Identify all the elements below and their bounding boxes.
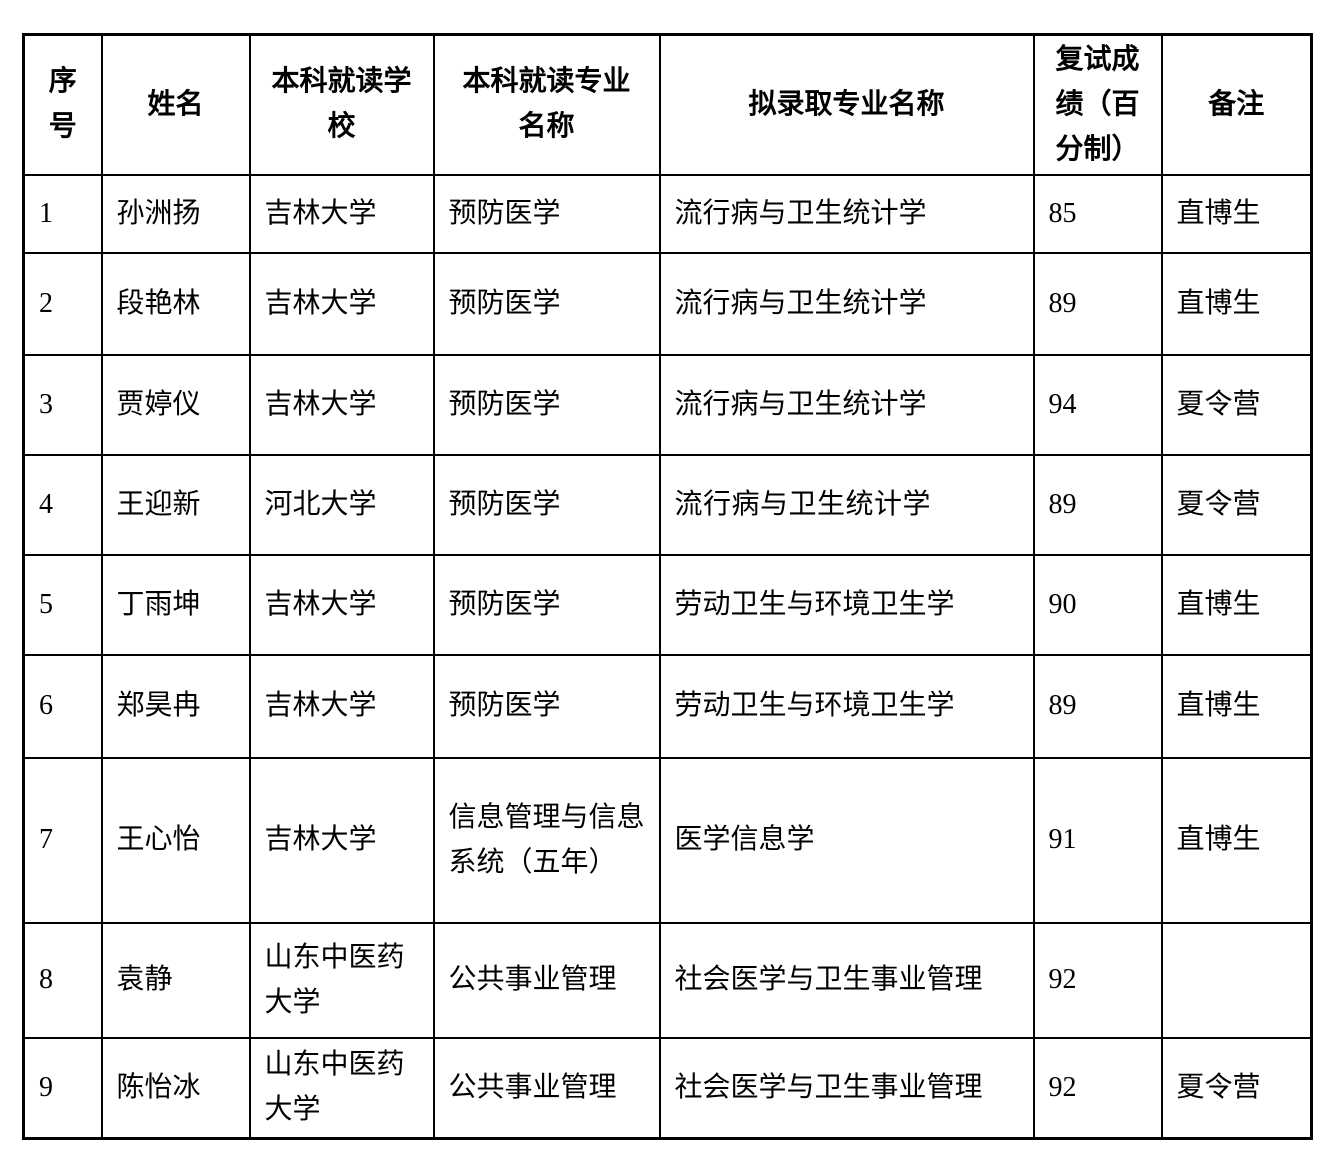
- admission-list-table: 序号 姓名 本科就读学校 本科就读专业名称 拟录取专业名称 复试成绩（百分制） …: [22, 33, 1313, 1140]
- table-row: 1 孙洲扬 吉林大学 预防医学 流行病与卫生统计学 85 直博生: [22, 174, 1313, 255]
- cell-remark: [1160, 922, 1313, 1040]
- cell-admitted-major: 社会医学与卫生事业管理: [658, 1037, 1035, 1140]
- cell-name: 孙洲扬: [100, 174, 251, 255]
- cell-score: 92: [1032, 922, 1163, 1040]
- table-row: 9 陈怡冰 山东中医药大学 公共事业管理 社会医学与卫生事业管理 92 夏令营: [22, 1037, 1313, 1140]
- cell-school: 吉林大学: [248, 354, 435, 457]
- cell-index: 5: [22, 554, 103, 657]
- cell-major: 预防医学: [432, 174, 661, 255]
- cell-score: 85: [1032, 174, 1163, 255]
- cell-major: 预防医学: [432, 354, 661, 457]
- cell-remark: 直博生: [1160, 174, 1313, 255]
- cell-remark: 直博生: [1160, 757, 1313, 925]
- cell-remark: 直博生: [1160, 554, 1313, 657]
- header-remark: 备注: [1160, 33, 1313, 177]
- cell-school: 吉林大学: [248, 252, 435, 357]
- header-score: 复试成绩（百分制）: [1032, 33, 1163, 177]
- cell-major: 预防医学: [432, 252, 661, 357]
- table-row: 7 王心怡 吉林大学 信息管理与信息系统（五年） 医学信息学 91 直博生: [22, 757, 1313, 925]
- cell-index: 4: [22, 454, 103, 557]
- cell-admitted-major: 医学信息学: [658, 757, 1035, 925]
- cell-admitted-major: 劳动卫生与环境卫生学: [658, 554, 1035, 657]
- cell-school: 河北大学: [248, 454, 435, 557]
- cell-score: 89: [1032, 454, 1163, 557]
- cell-admitted-major: 社会医学与卫生事业管理: [658, 922, 1035, 1040]
- cell-admitted-major: 流行病与卫生统计学: [658, 454, 1035, 557]
- cell-major: 预防医学: [432, 454, 661, 557]
- cell-index: 9: [22, 1037, 103, 1140]
- cell-score: 92: [1032, 1037, 1163, 1140]
- cell-index: 6: [22, 654, 103, 760]
- header-school: 本科就读学校: [248, 33, 435, 177]
- cell-name: 袁静: [100, 922, 251, 1040]
- table-row: 2 段艳林 吉林大学 预防医学 流行病与卫生统计学 89 直博生: [22, 252, 1313, 357]
- cell-name: 段艳林: [100, 252, 251, 357]
- cell-major: 公共事业管理: [432, 1037, 661, 1140]
- header-major: 本科就读专业名称: [432, 33, 661, 177]
- cell-admitted-major: 流行病与卫生统计学: [658, 252, 1035, 357]
- table-row: 4 王迎新 河北大学 预防医学 流行病与卫生统计学 89 夏令营: [22, 454, 1313, 557]
- header-name: 姓名: [100, 33, 251, 177]
- document-sheet: 序号 姓名 本科就读学校 本科就读专业名称 拟录取专业名称 复试成绩（百分制） …: [22, 33, 1313, 1140]
- cell-school: 吉林大学: [248, 174, 435, 255]
- cell-major: 信息管理与信息系统（五年）: [432, 757, 661, 925]
- table-row: 3 贾婷仪 吉林大学 预防医学 流行病与卫生统计学 94 夏令营: [22, 354, 1313, 457]
- cell-remark: 直博生: [1160, 654, 1313, 760]
- cell-score: 89: [1032, 252, 1163, 357]
- cell-score: 90: [1032, 554, 1163, 657]
- cell-major: 预防医学: [432, 654, 661, 760]
- header-admitted-major: 拟录取专业名称: [658, 33, 1035, 177]
- table-header-row: 序号 姓名 本科就读学校 本科就读专业名称 拟录取专业名称 复试成绩（百分制） …: [22, 33, 1313, 177]
- cell-name: 王心怡: [100, 757, 251, 925]
- cell-index: 1: [22, 174, 103, 255]
- cell-remark: 夏令营: [1160, 454, 1313, 557]
- cell-school: 山东中医药大学: [248, 1037, 435, 1140]
- cell-name: 丁雨坤: [100, 554, 251, 657]
- cell-admitted-major: 流行病与卫生统计学: [658, 354, 1035, 457]
- cell-index: 2: [22, 252, 103, 357]
- cell-school: 吉林大学: [248, 554, 435, 657]
- cell-score: 91: [1032, 757, 1163, 925]
- cell-name: 郑昊冉: [100, 654, 251, 760]
- cell-score: 89: [1032, 654, 1163, 760]
- table-row: 8 袁静 山东中医药大学 公共事业管理 社会医学与卫生事业管理 92: [22, 922, 1313, 1040]
- header-index: 序号: [22, 33, 103, 177]
- cell-index: 8: [22, 922, 103, 1040]
- cell-name: 贾婷仪: [100, 354, 251, 457]
- cell-school: 山东中医药大学: [248, 922, 435, 1040]
- cell-admitted-major: 流行病与卫生统计学: [658, 174, 1035, 255]
- cell-name: 王迎新: [100, 454, 251, 557]
- cell-score: 94: [1032, 354, 1163, 457]
- table-row: 5 丁雨坤 吉林大学 预防医学 劳动卫生与环境卫生学 90 直博生: [22, 554, 1313, 657]
- cell-remark: 夏令营: [1160, 1037, 1313, 1140]
- table-row: 6 郑昊冉 吉林大学 预防医学 劳动卫生与环境卫生学 89 直博生: [22, 654, 1313, 760]
- cell-index: 3: [22, 354, 103, 457]
- cell-index: 7: [22, 757, 103, 925]
- cell-remark: 直博生: [1160, 252, 1313, 357]
- cell-remark: 夏令营: [1160, 354, 1313, 457]
- cell-school: 吉林大学: [248, 654, 435, 760]
- cell-school: 吉林大学: [248, 757, 435, 925]
- cell-major: 公共事业管理: [432, 922, 661, 1040]
- cell-admitted-major: 劳动卫生与环境卫生学: [658, 654, 1035, 760]
- cell-name: 陈怡冰: [100, 1037, 251, 1140]
- cell-major: 预防医学: [432, 554, 661, 657]
